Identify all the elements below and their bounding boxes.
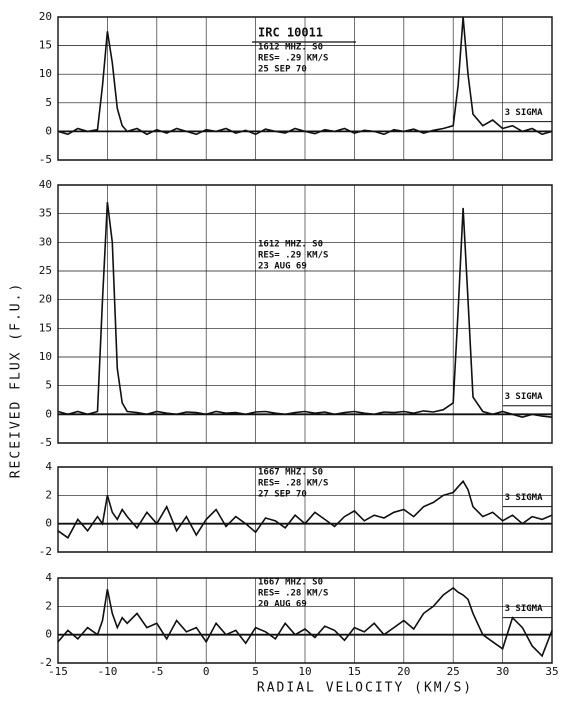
x-tick-label: -5 — [150, 665, 163, 678]
y-tick-label: 30 — [39, 235, 52, 248]
y-tick-label: 20 — [39, 293, 52, 306]
y-tick-label: 20 — [39, 10, 52, 23]
annotation: 1612 MHZ. S0 — [258, 43, 323, 53]
y-tick-label: 2 — [45, 488, 52, 501]
annotation: RES= .29 KM/S — [258, 251, 328, 261]
spectrum-line — [57, 16, 553, 136]
annotation: 1667 MHZ. S0 — [258, 578, 323, 588]
y-tick-label: 4 — [45, 571, 52, 584]
panel-title: IRC 10011 — [258, 26, 323, 40]
y-tick-label: 4 — [45, 460, 52, 473]
x-tick-label: 35 — [545, 665, 558, 678]
y-tick-label: 40 — [39, 178, 52, 191]
x-tick-label: 5 — [252, 665, 259, 678]
x-tick-label: 0 — [203, 665, 210, 678]
spectrum-line — [57, 586, 553, 658]
y-tick-label: 15 — [39, 39, 52, 52]
y-tick-label: -5 — [39, 153, 52, 166]
annotation: 1612 MHZ. S0 — [258, 240, 323, 250]
x-axis-label: RADIAL VELOCITY (KM/S) — [257, 681, 473, 696]
annotation: 20 AUG 69 — [258, 600, 307, 610]
x-tick-label: 10 — [298, 665, 311, 678]
y-axis-label: RECEIVED FLUX (F.U.) — [9, 282, 24, 479]
y-tick-label: 5 — [45, 379, 52, 392]
y-tick-label: -2 — [39, 545, 52, 558]
y-tick-label: 10 — [39, 67, 52, 80]
annotation: 1667 MHZ. S0 — [258, 468, 323, 478]
x-tick-label: 25 — [447, 665, 460, 678]
annotation: RES= .28 KM/S — [258, 479, 328, 489]
x-tick-label: -15 — [48, 665, 68, 678]
annotation: RES= .29 KM/S — [258, 54, 328, 64]
annotation: 25 SEP 70 — [258, 65, 307, 75]
y-tick-label: 0 — [45, 124, 52, 137]
annotation: 27 SEP 70 — [258, 490, 307, 500]
spectrum-line — [57, 202, 553, 419]
y-tick-label: 0 — [45, 628, 52, 641]
x-tick-label: -10 — [97, 665, 117, 678]
y-tick-label: 2 — [45, 599, 52, 612]
annotation: 23 AUG 69 — [258, 262, 307, 272]
sigma-label: 3 SIGMA — [505, 604, 544, 614]
x-tick-label: 20 — [397, 665, 410, 678]
sigma-label: 3 SIGMA — [505, 493, 544, 503]
y-tick-label: 5 — [45, 96, 52, 109]
x-tick-label: 30 — [496, 665, 509, 678]
y-tick-label: 35 — [39, 207, 52, 220]
y-tick-label: 15 — [39, 321, 52, 334]
sigma-label: 3 SIGMA — [505, 392, 544, 402]
y-tick-label: -5 — [39, 436, 52, 449]
spectrum-line — [57, 479, 553, 539]
y-tick-label: 0 — [45, 407, 52, 420]
sigma-label: 3 SIGMA — [505, 108, 544, 118]
y-tick-label: -2 — [39, 656, 52, 669]
y-tick-label: 10 — [39, 350, 52, 363]
annotation: RES= .28 KM/S — [258, 589, 328, 599]
y-tick-label: 0 — [45, 517, 52, 530]
x-tick-label: 15 — [348, 665, 361, 678]
y-tick-label: 25 — [39, 264, 52, 277]
